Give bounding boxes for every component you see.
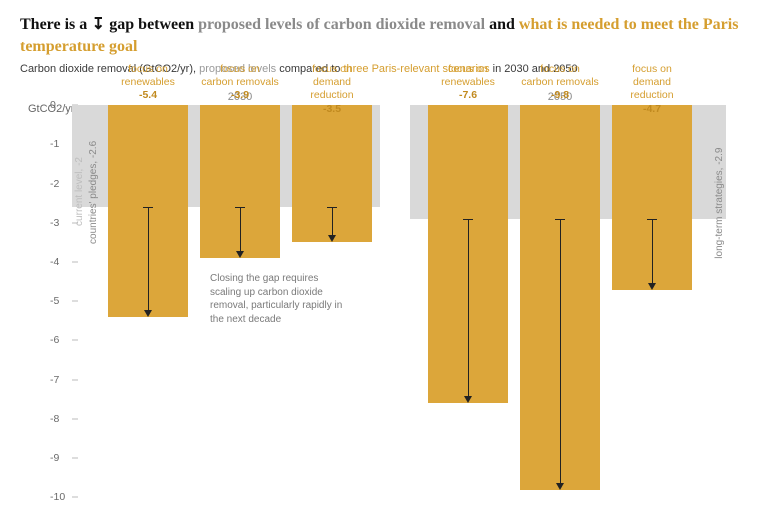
y-tick-label: -8 xyxy=(50,413,59,425)
scenario-line1: focus on xyxy=(520,63,600,76)
arrow-line xyxy=(240,207,241,252)
title-part-1: There is a xyxy=(20,16,91,33)
arrow-line xyxy=(332,207,333,236)
arrow-line xyxy=(560,219,561,484)
title-part-3: proposed levels of carbon dioxide remova… xyxy=(198,16,489,33)
y-tick-label: -10 xyxy=(50,491,65,503)
y-tick-label: -9 xyxy=(50,452,59,464)
y-tick-mark xyxy=(72,301,78,302)
title-part-2: gap between xyxy=(105,16,198,33)
bar-header: focus ondemand reduction-3.5 xyxy=(292,63,372,116)
y-tick-label: -5 xyxy=(50,295,59,307)
bar-value: -3.5 xyxy=(292,103,372,116)
y-tick-label: 0 xyxy=(50,99,56,111)
y-tick-mark xyxy=(72,379,78,380)
bar-header: focus oncarbon removals-9.8 xyxy=(520,63,600,102)
y-tick-label: -4 xyxy=(50,256,59,268)
arrow-head-icon xyxy=(328,235,336,242)
chart-area: GtCO2/yr 0-1-2-3-4-5-6-7-8-9-102030focus… xyxy=(20,85,748,525)
bar-header: focus ondemand reduction-4.7 xyxy=(612,63,692,116)
arrow-line xyxy=(148,207,149,311)
scenario-line1: focus on xyxy=(108,63,188,76)
scenario-line1: focus on xyxy=(612,63,692,76)
gap-arrow-icon: ↧ xyxy=(91,14,105,36)
scenario-line2: renewables xyxy=(108,76,188,89)
scenario-line1: focus on xyxy=(200,63,280,76)
y-tick-label: -1 xyxy=(50,138,59,150)
arrow-head-icon xyxy=(144,310,152,317)
rotated-baseline-label-left: current level, -2 xyxy=(74,111,85,273)
bar-value: -5.4 xyxy=(108,89,188,102)
y-tick-mark xyxy=(72,458,78,459)
scenario-line2: carbon removals xyxy=(520,76,600,89)
y-tick-label: -6 xyxy=(50,334,59,346)
y-tick-label: -2 xyxy=(50,178,59,190)
arrow-head-icon xyxy=(464,396,472,403)
y-tick-label: -3 xyxy=(50,217,59,229)
bar-value: -7.6 xyxy=(428,89,508,102)
y-tick-label: -7 xyxy=(50,374,59,386)
rotated-baseline-label-left: countries' pledges, -2.6 xyxy=(88,111,99,273)
bar-header: focus oncarbon removals-3.9 xyxy=(200,63,280,102)
bar-header: focus onrenewables-7.6 xyxy=(428,63,508,102)
y-tick-mark xyxy=(72,418,78,419)
bar-value: -3.9 xyxy=(200,89,280,102)
chart-title: There is a ↧ gap between proposed levels… xyxy=(20,14,748,57)
scenario-line2: carbon removals xyxy=(200,76,280,89)
arrow-head-icon xyxy=(556,483,564,490)
arrow-head-icon xyxy=(236,251,244,258)
scenario-line2: demand reduction xyxy=(612,76,692,102)
scenario-line1: focus on xyxy=(292,63,372,76)
bar-value: -4.7 xyxy=(612,103,692,116)
scenario-line2: demand reduction xyxy=(292,76,372,102)
scenario-line1: focus on xyxy=(428,63,508,76)
plot-region: GtCO2/yr 0-1-2-3-4-5-6-7-8-9-102030focus… xyxy=(80,105,720,505)
rotated-baseline-label-right: long-term strategies, -2.9 xyxy=(714,111,725,295)
arrow-line xyxy=(468,219,469,397)
bar-header: focus onrenewables-5.4 xyxy=(108,63,188,102)
bar-value: -9.8 xyxy=(520,89,600,102)
title-part-4: and xyxy=(489,16,519,33)
annotation-note: Closing the gap requires scaling up carb… xyxy=(210,272,350,326)
y-tick-mark xyxy=(72,497,78,498)
arrow-line xyxy=(652,219,653,284)
y-tick-mark xyxy=(72,340,78,341)
arrow-head-icon xyxy=(648,283,656,290)
scenario-line2: renewables xyxy=(428,76,508,89)
